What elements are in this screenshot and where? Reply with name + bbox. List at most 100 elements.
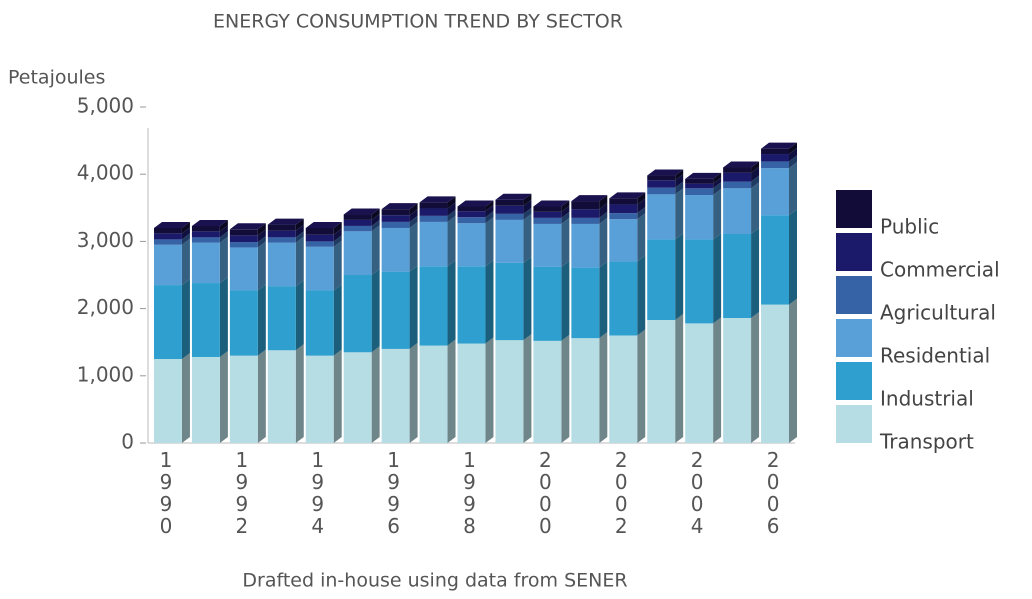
bar-side bbox=[333, 228, 342, 242]
bar-side bbox=[257, 349, 266, 443]
bar-side bbox=[371, 219, 380, 232]
bar-side bbox=[295, 344, 304, 443]
bar-segment bbox=[381, 227, 410, 272]
bar-segment bbox=[609, 213, 638, 220]
bar-segment bbox=[381, 215, 410, 222]
bar-side bbox=[789, 142, 797, 155]
bar-segment bbox=[154, 359, 182, 443]
bar-segment bbox=[154, 244, 182, 286]
bar-side bbox=[637, 213, 646, 262]
bar-side bbox=[447, 339, 456, 443]
bar-segment bbox=[267, 350, 296, 443]
bar-side bbox=[713, 172, 722, 184]
bar-side bbox=[523, 199, 532, 214]
bar-top bbox=[647, 169, 684, 176]
bar-segment bbox=[685, 239, 714, 324]
bar-segment bbox=[419, 266, 448, 346]
bar-segment bbox=[761, 154, 789, 162]
bar-side bbox=[675, 174, 684, 188]
y-tick-label: 3,000 bbox=[77, 228, 134, 252]
bar-side bbox=[219, 236, 228, 284]
bar-segment bbox=[381, 209, 410, 216]
bar-side bbox=[713, 177, 722, 189]
bar-side bbox=[257, 284, 266, 356]
bar-segment bbox=[533, 217, 562, 224]
bar-side bbox=[789, 155, 797, 169]
bar-segment bbox=[343, 214, 372, 220]
bar-side bbox=[713, 317, 722, 443]
bar-top bbox=[267, 218, 304, 225]
bar-segment bbox=[229, 235, 258, 243]
bar-side bbox=[561, 205, 570, 218]
bar-side bbox=[485, 205, 494, 218]
bar-side bbox=[751, 312, 760, 443]
bar-side bbox=[485, 211, 494, 224]
bar-segment bbox=[609, 261, 638, 336]
bar-segment bbox=[761, 148, 789, 155]
bar-segment bbox=[761, 168, 789, 216]
bar-side bbox=[333, 284, 342, 356]
bar-side bbox=[485, 200, 494, 212]
bar-segment bbox=[457, 223, 486, 267]
bar-side bbox=[371, 269, 380, 353]
bar-side bbox=[219, 231, 228, 243]
chart-title: ENERGY CONSUMPTION TREND BY SECTOR bbox=[213, 11, 623, 33]
bar-segment bbox=[609, 204, 638, 214]
bar-segment bbox=[571, 217, 600, 224]
bar-side bbox=[409, 342, 418, 443]
bar-segment bbox=[305, 234, 334, 242]
bar-top bbox=[457, 200, 494, 207]
bar-side bbox=[713, 182, 722, 196]
bar-side bbox=[789, 162, 797, 216]
bar-side bbox=[295, 231, 304, 243]
bar-segment bbox=[191, 225, 220, 232]
legend-swatch bbox=[836, 233, 872, 271]
bar-segment bbox=[495, 262, 524, 341]
bar-segment bbox=[154, 285, 182, 359]
bar-segment bbox=[685, 188, 714, 196]
bar-top bbox=[419, 196, 456, 203]
bar-side bbox=[371, 346, 380, 443]
bar-segment bbox=[381, 271, 410, 349]
bar-side bbox=[447, 209, 456, 222]
bar-side bbox=[181, 238, 190, 286]
bar-side bbox=[751, 166, 760, 182]
legend-swatch bbox=[836, 190, 872, 228]
bar-side bbox=[751, 161, 760, 173]
bar-side bbox=[295, 218, 304, 231]
bar-side bbox=[447, 202, 456, 216]
bar-side bbox=[485, 337, 494, 443]
bar-segment bbox=[723, 172, 752, 182]
bar-segment bbox=[685, 195, 714, 240]
bar-segment bbox=[723, 181, 752, 189]
bar-side bbox=[409, 221, 418, 272]
bar-side bbox=[333, 235, 342, 247]
bar-top bbox=[533, 200, 570, 207]
bar-segment bbox=[419, 208, 448, 216]
bar-side bbox=[371, 213, 380, 226]
y-tick-label: 2,000 bbox=[77, 295, 134, 319]
bar-segment bbox=[343, 225, 372, 232]
bar-side bbox=[447, 215, 456, 267]
bar-side bbox=[447, 196, 456, 209]
bar-side bbox=[637, 207, 646, 220]
bar-side bbox=[561, 260, 570, 341]
bar-segment bbox=[191, 231, 220, 238]
bar-side bbox=[371, 225, 380, 275]
bar-segment bbox=[267, 230, 296, 238]
bar-segment bbox=[457, 206, 486, 212]
legend-label: Commercial bbox=[880, 258, 1000, 282]
bar-side bbox=[561, 334, 570, 443]
bar-segment bbox=[609, 335, 638, 443]
bar-segment bbox=[723, 167, 752, 173]
bar-top bbox=[305, 221, 342, 228]
bar-top bbox=[495, 193, 532, 200]
bar-side bbox=[675, 314, 684, 443]
bar-side bbox=[599, 332, 608, 443]
bar-top bbox=[381, 203, 418, 210]
